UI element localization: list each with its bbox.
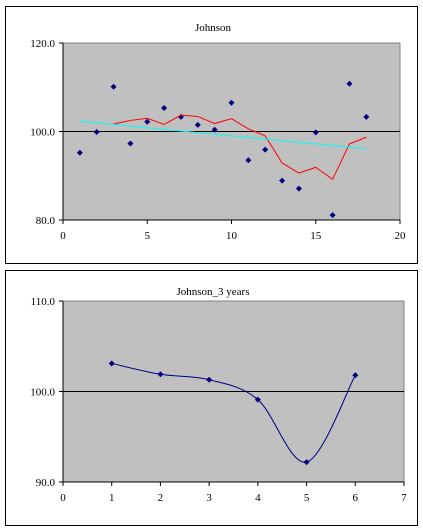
data-point <box>194 121 201 128</box>
chart-panel-johnson-3-years: Johnson_3 years 90.0 100.0 110.0 0 1 2 3 4 5 6 7 <box>5 270 418 526</box>
x-tick-label: 6 <box>353 492 359 504</box>
y-tick-label: 110.0 <box>31 296 56 308</box>
data-point <box>346 80 353 87</box>
data-point <box>161 105 168 112</box>
x-tick-label: 20 <box>395 230 407 242</box>
data-point <box>144 118 151 125</box>
data-point <box>245 157 252 164</box>
x-tick-label: 3 <box>206 492 212 504</box>
data-point <box>279 177 286 184</box>
x-tick-label: 0 <box>60 492 66 504</box>
x-tick-label: 1 <box>109 492 115 504</box>
x-tick-label: 10 <box>226 230 238 242</box>
x-tick-label: 4 <box>255 492 261 504</box>
x-tick-label: 5 <box>304 492 310 504</box>
data-point <box>262 146 269 153</box>
y-tick-label: 80.0 <box>36 215 56 227</box>
data-point <box>228 99 235 106</box>
y-tick-label: 120.0 <box>30 38 55 50</box>
data-point <box>206 376 213 383</box>
chart-johnson: Johnson 80.0 100.0 120.0 0 5 10 15 20 <box>30 22 407 242</box>
x-tick-label: 5 <box>145 230 151 242</box>
data-point <box>352 372 359 379</box>
data-point <box>363 113 370 120</box>
y-tick-label: 100.0 <box>30 387 55 399</box>
y-tick-label: 100.0 <box>30 127 55 139</box>
moving-average-line <box>113 114 367 181</box>
chart-johnson-3-years: Johnson_3 years 90.0 100.0 110.0 0 1 2 3 4 5 6 7 <box>30 286 407 504</box>
chart-title: Johnson <box>195 22 232 34</box>
data-point <box>93 128 100 135</box>
data-point <box>157 371 164 378</box>
x-tick-label: 2 <box>158 492 164 504</box>
x-tick-label: 0 <box>60 230 66 242</box>
chart-title: Johnson_3 years <box>176 286 249 298</box>
data-point <box>254 396 261 403</box>
data-point <box>110 83 117 90</box>
data-point <box>76 149 83 156</box>
data-point <box>303 459 310 466</box>
y-tick-label: 90.0 <box>36 477 56 489</box>
trend-line <box>79 120 367 150</box>
data-point <box>295 185 302 192</box>
x-tick-label: 15 <box>310 230 322 242</box>
data-point <box>329 212 336 219</box>
data-point <box>108 360 115 367</box>
data-point <box>312 129 319 136</box>
data-point <box>211 126 218 133</box>
chart-panel-johnson: Johnson 80.0 100.0 120.0 0 5 10 15 20 <box>5 6 418 264</box>
x-tick-label: 7 <box>401 492 407 504</box>
